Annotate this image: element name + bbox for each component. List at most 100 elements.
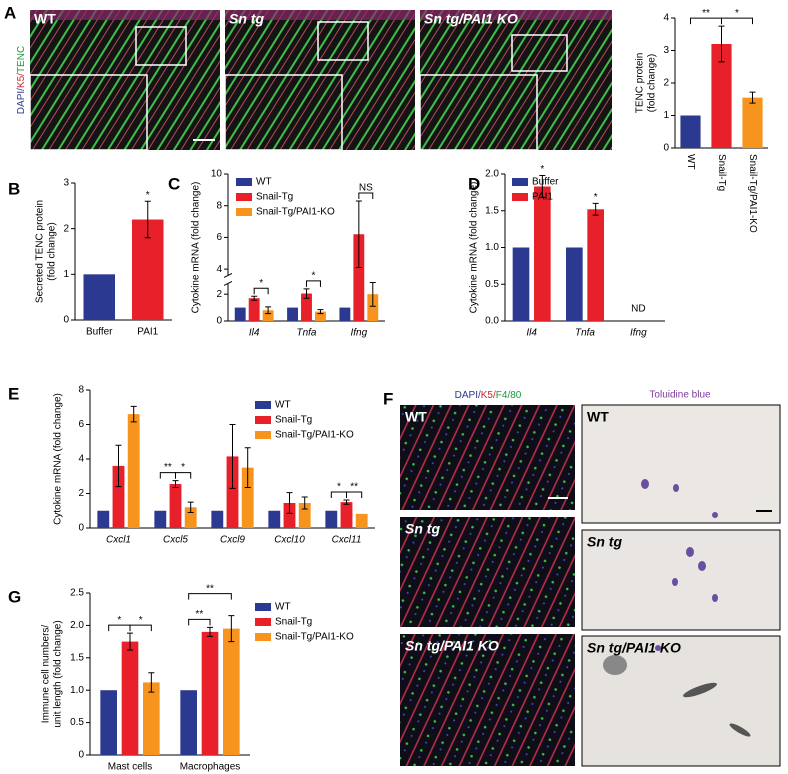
image-label: Sn tg/PAI1 KO (405, 638, 499, 654)
y-axis-label: Cytokine mRNA (fold change) (191, 182, 202, 314)
bar (143, 682, 160, 755)
error-bar (130, 405, 137, 423)
x-tick-label: Snail-Tg/PAI1-KO (747, 154, 758, 233)
bar (340, 502, 353, 528)
significance: ** (195, 609, 203, 620)
legend-swatch (255, 603, 271, 611)
image-label: Sn tg (587, 534, 622, 550)
y-tick-label: 2 (663, 78, 669, 89)
bar (315, 311, 326, 321)
y-tick-label: 3 (63, 178, 69, 189)
x-tick-label: Cxcl1 (106, 535, 131, 546)
bar (180, 690, 197, 755)
significance-bracket (690, 17, 722, 25)
bar (223, 628, 240, 755)
legend-label: WT (275, 400, 291, 411)
error-bar (228, 615, 235, 643)
significance-bracket (188, 618, 211, 626)
significance-bracket (188, 593, 232, 600)
y-tick-label: 1.5 (485, 205, 499, 216)
significance: * (540, 164, 544, 175)
y-axis-label: TENC protein (635, 53, 646, 114)
significance: ** (164, 462, 172, 473)
bar (262, 310, 274, 321)
significance: * (259, 278, 263, 289)
x-tick-label: Tnfa (575, 328, 595, 339)
bar-chart: G 0 0.5 1.0 1.5 2.0 2.5 Immune cell numbers/uni… (8, 583, 354, 772)
stain-label: DAPI/K5/F4/80 (455, 390, 522, 401)
x-tick-label: Macrophages (180, 762, 241, 773)
panel-letter: E (8, 384, 19, 403)
stain-part: K5/ (16, 73, 27, 88)
y-tick-label: 0.5 (485, 279, 499, 290)
significance-bracket (108, 624, 131, 632)
y-tick-label: 2.0 (70, 620, 84, 631)
bar-chart: E 0 2 4 6 8 Cytokine mRNA (fold change) Cxcl1 Cx… (8, 384, 375, 546)
bar (268, 510, 281, 528)
y-tick-label: 1.5 (70, 652, 84, 663)
error-bar (592, 202, 599, 216)
y-tick-label: 0 (216, 316, 222, 327)
legend-label: Snail-Tg (275, 415, 312, 426)
bar (512, 247, 530, 321)
y-tick-label: 0.0 (485, 316, 499, 327)
error-bar (172, 480, 179, 488)
legend-label: Buffer (532, 177, 559, 188)
error-bar (301, 496, 308, 510)
bar (154, 510, 167, 528)
panel-letter: A (4, 3, 16, 22)
bar (234, 307, 246, 321)
significance: * (181, 462, 185, 473)
y-axis-label: unit length (fold change) (53, 620, 64, 727)
y-tick-label: 8 (216, 200, 222, 211)
bar (301, 293, 312, 321)
error-bar (343, 499, 350, 505)
bar (201, 631, 219, 755)
stain-part: K5/ (481, 390, 496, 401)
panel-a-images: WT Sn tg Sn tg/PAI1 KO A DAPI/K5/TENC (4, 3, 612, 151)
y-tick-label: 0 (78, 523, 84, 534)
bar (248, 298, 260, 321)
legend-swatch (236, 208, 252, 216)
y-tick-label: 1 (63, 269, 69, 280)
stain-label: Toluidine blue (649, 390, 711, 401)
bar-chart: D 0.0 0.5 1.0 1.5 2.0 Cytokine mRNA (fold chan… (468, 164, 665, 339)
y-tick-label: 0 (663, 143, 669, 154)
y-axis-label: Secreted TENC protein (35, 200, 46, 303)
error-bar (229, 424, 236, 489)
panel-letter: D (468, 174, 480, 193)
bar (339, 307, 351, 321)
legend-label: Snail-Tg/PAI1-KO (275, 430, 354, 441)
error-bar (115, 444, 122, 488)
significance: NS (359, 183, 373, 194)
legend-label: Snail-Tg/PAI1-KO (256, 207, 335, 218)
stain-part: TENC (16, 46, 27, 73)
significance-bracket (253, 287, 269, 295)
error-bar (303, 288, 310, 299)
y-axis-label: Cytokine mRNA (fold change) (469, 182, 480, 314)
legend-swatch (236, 178, 252, 186)
annotation: ND (631, 304, 645, 315)
x-tick-label: Il4 (249, 328, 260, 339)
y-tick-label: 1.0 (485, 242, 499, 253)
legend-swatch (236, 193, 252, 201)
significance-bracket (721, 17, 753, 25)
y-tick-label: 10 (211, 169, 223, 180)
significance: * (312, 270, 316, 281)
image-label: WT (405, 409, 427, 425)
legend-label: PAI1 (532, 192, 553, 203)
legend-swatch (255, 416, 271, 424)
bar (711, 44, 732, 148)
bar (211, 510, 224, 528)
micrograph (400, 517, 575, 627)
x-tick-label: WT (685, 154, 696, 170)
inset (224, 74, 343, 151)
micrograph (400, 634, 575, 766)
x-tick-label: Cxcl5 (163, 535, 188, 546)
stain-part: DAPI/ (455, 390, 481, 401)
y-tick-label: 8 (78, 385, 84, 396)
error-bar (148, 672, 155, 693)
x-tick-label: Il4 (526, 328, 537, 339)
y-tick-label: 2 (216, 289, 222, 300)
bar (367, 294, 379, 321)
